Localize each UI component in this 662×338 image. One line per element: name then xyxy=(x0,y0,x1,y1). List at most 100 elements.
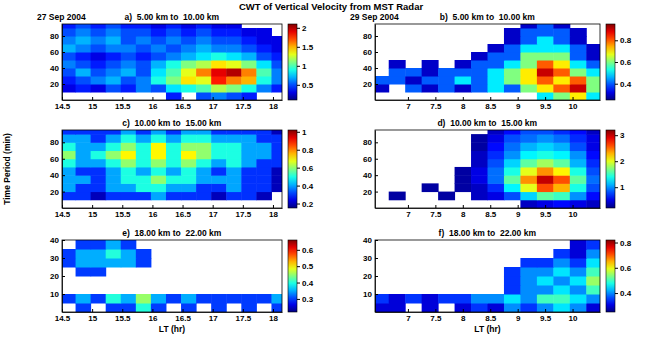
cell xyxy=(553,303,570,312)
cell xyxy=(241,183,257,192)
cell xyxy=(488,183,505,192)
tick-label: 60 xyxy=(363,48,372,57)
cell xyxy=(62,130,76,135)
tick-label: 0.8 xyxy=(302,146,314,155)
cell xyxy=(91,24,107,29)
panel-title: a) 5.00 km to 10.00 km xyxy=(125,12,220,22)
cell xyxy=(271,76,282,85)
cell xyxy=(471,60,488,69)
cell xyxy=(553,142,570,151)
cell xyxy=(106,28,122,37)
cell xyxy=(211,84,227,93)
cell xyxy=(570,68,587,77)
cell xyxy=(586,84,600,93)
cell xyxy=(76,192,92,201)
cell xyxy=(121,294,137,304)
cell xyxy=(196,167,212,176)
tick-label: 0.6 xyxy=(302,164,314,173)
x-axis: 14.51515.51616.51717.518 xyxy=(55,309,283,323)
tick-mark xyxy=(463,309,464,312)
panel: 14.51515.51616.51717.518204060800.511.52… xyxy=(37,12,314,111)
tick-mark xyxy=(62,142,65,143)
cell xyxy=(553,130,570,135)
cell xyxy=(553,36,570,45)
cell xyxy=(136,258,152,268)
tick-mark xyxy=(243,97,244,100)
cell xyxy=(136,151,152,160)
tick-label: 20 xyxy=(363,80,372,89)
cell xyxy=(181,36,197,45)
cells xyxy=(62,240,282,312)
cell xyxy=(181,68,197,77)
tick-label: 0.4 xyxy=(302,279,314,288)
cell xyxy=(537,36,554,45)
cell xyxy=(422,183,439,192)
tick: 16 xyxy=(148,309,157,323)
cell xyxy=(241,294,257,304)
cell xyxy=(471,151,488,160)
cell xyxy=(520,258,537,268)
cell xyxy=(121,84,137,93)
tick: 17 xyxy=(209,309,218,323)
y-axis: 10203040 xyxy=(363,236,378,312)
cell xyxy=(166,92,182,100)
cell xyxy=(537,24,554,29)
cell xyxy=(106,142,122,151)
cell xyxy=(537,84,554,93)
panel: 14.51515.51616.51717.518102030400.30.40.… xyxy=(50,228,314,334)
tick-mark xyxy=(435,309,436,312)
cell xyxy=(166,84,182,93)
cell xyxy=(76,36,92,45)
cell xyxy=(405,294,422,304)
cell xyxy=(151,175,167,184)
cell xyxy=(586,249,600,259)
cell xyxy=(181,303,197,312)
tick-mark xyxy=(375,68,378,69)
cell xyxy=(136,24,152,29)
cell xyxy=(586,142,600,151)
tick: 80 xyxy=(363,138,378,147)
figure-title: CWT of Vertical Velocity from MST Radar xyxy=(239,1,424,12)
cell xyxy=(91,240,107,250)
tick-label: 7 xyxy=(406,314,411,323)
tick-mark xyxy=(92,309,93,312)
cell xyxy=(586,276,600,286)
cell xyxy=(488,130,505,135)
cell xyxy=(196,142,212,151)
x-axis: 77.588.599.510 xyxy=(376,309,601,323)
tick-label: 0.4 xyxy=(302,182,314,191)
cell xyxy=(570,303,587,312)
cell xyxy=(226,44,242,53)
tick: 3 xyxy=(615,131,625,140)
cell xyxy=(570,175,587,184)
colorbar-axis: 0.40.60.8 xyxy=(615,25,632,101)
tick: 15.5 xyxy=(115,309,131,323)
cell xyxy=(570,151,587,160)
tick-label: 0.6 xyxy=(302,246,314,255)
cell xyxy=(106,167,122,176)
tick-label: 10 xyxy=(569,102,578,111)
tick-label: 15 xyxy=(88,102,97,111)
axis-line xyxy=(62,25,63,101)
cell xyxy=(196,134,212,143)
tick-label: 14.5 xyxy=(55,314,71,323)
cell xyxy=(553,192,570,201)
cell xyxy=(537,92,554,100)
cell xyxy=(570,192,587,201)
cell xyxy=(151,28,167,37)
cell xyxy=(553,249,570,259)
cell xyxy=(181,142,197,151)
cell xyxy=(181,60,197,69)
tick-mark xyxy=(297,204,300,205)
cell xyxy=(62,142,76,151)
tick-label: 20 xyxy=(50,272,59,281)
cell xyxy=(62,60,76,69)
cell xyxy=(504,167,521,176)
tick-label: 0.3 xyxy=(302,295,314,304)
cell xyxy=(504,60,521,69)
cell xyxy=(226,68,242,77)
cell xyxy=(151,142,167,151)
cell xyxy=(471,167,488,176)
cell xyxy=(121,167,137,176)
cell xyxy=(211,151,227,160)
